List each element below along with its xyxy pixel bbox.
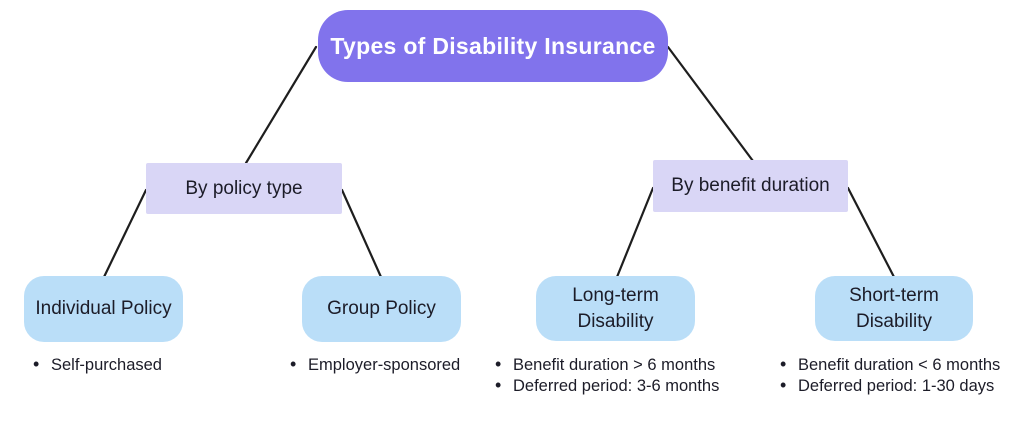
branch-node-benefit-duration: By benefit duration [653, 160, 848, 212]
bullet-list-group-policy: Employer-sponsored [290, 354, 460, 376]
bullet-list-individual-policy: Self-purchased [33, 354, 162, 376]
bullet-list-long-term-disability: Benefit duration > 6 months Deferred per… [495, 354, 719, 397]
bullet-list-short-term-disability: Benefit duration < 6 months Deferred per… [780, 354, 1000, 397]
connector-policy-type-to-group [340, 188, 383, 279]
connector-policy-type-to-individual [102, 188, 148, 279]
connector-root-to-policy-type [244, 45, 318, 165]
bullet-item: Benefit duration < 6 months [780, 354, 1000, 376]
bullet-item: Benefit duration > 6 months [495, 354, 719, 376]
root-node-types-of-disability-insurance: Types of Disability Insurance [318, 10, 668, 82]
leaf-node-group-policy: Group Policy [302, 276, 461, 342]
bullet-item: Self-purchased [33, 354, 162, 376]
bullet-item: Employer-sponsored [290, 354, 460, 376]
bullet-item: Deferred period: 3-6 months [495, 375, 719, 397]
connector-benefit-duration-to-long-term [615, 186, 655, 279]
connector-benefit-duration-to-short-term [846, 186, 896, 279]
leaf-node-long-term-disability: Long-term Disability [536, 276, 695, 341]
branch-node-policy-type: By policy type [146, 163, 342, 214]
connector-root-to-benefit-duration [666, 45, 755, 163]
leaf-node-short-term-disability: Short-term Disability [815, 276, 973, 341]
leaf-node-individual-policy: Individual Policy [24, 276, 183, 342]
bullet-item: Deferred period: 1-30 days [780, 375, 1000, 397]
